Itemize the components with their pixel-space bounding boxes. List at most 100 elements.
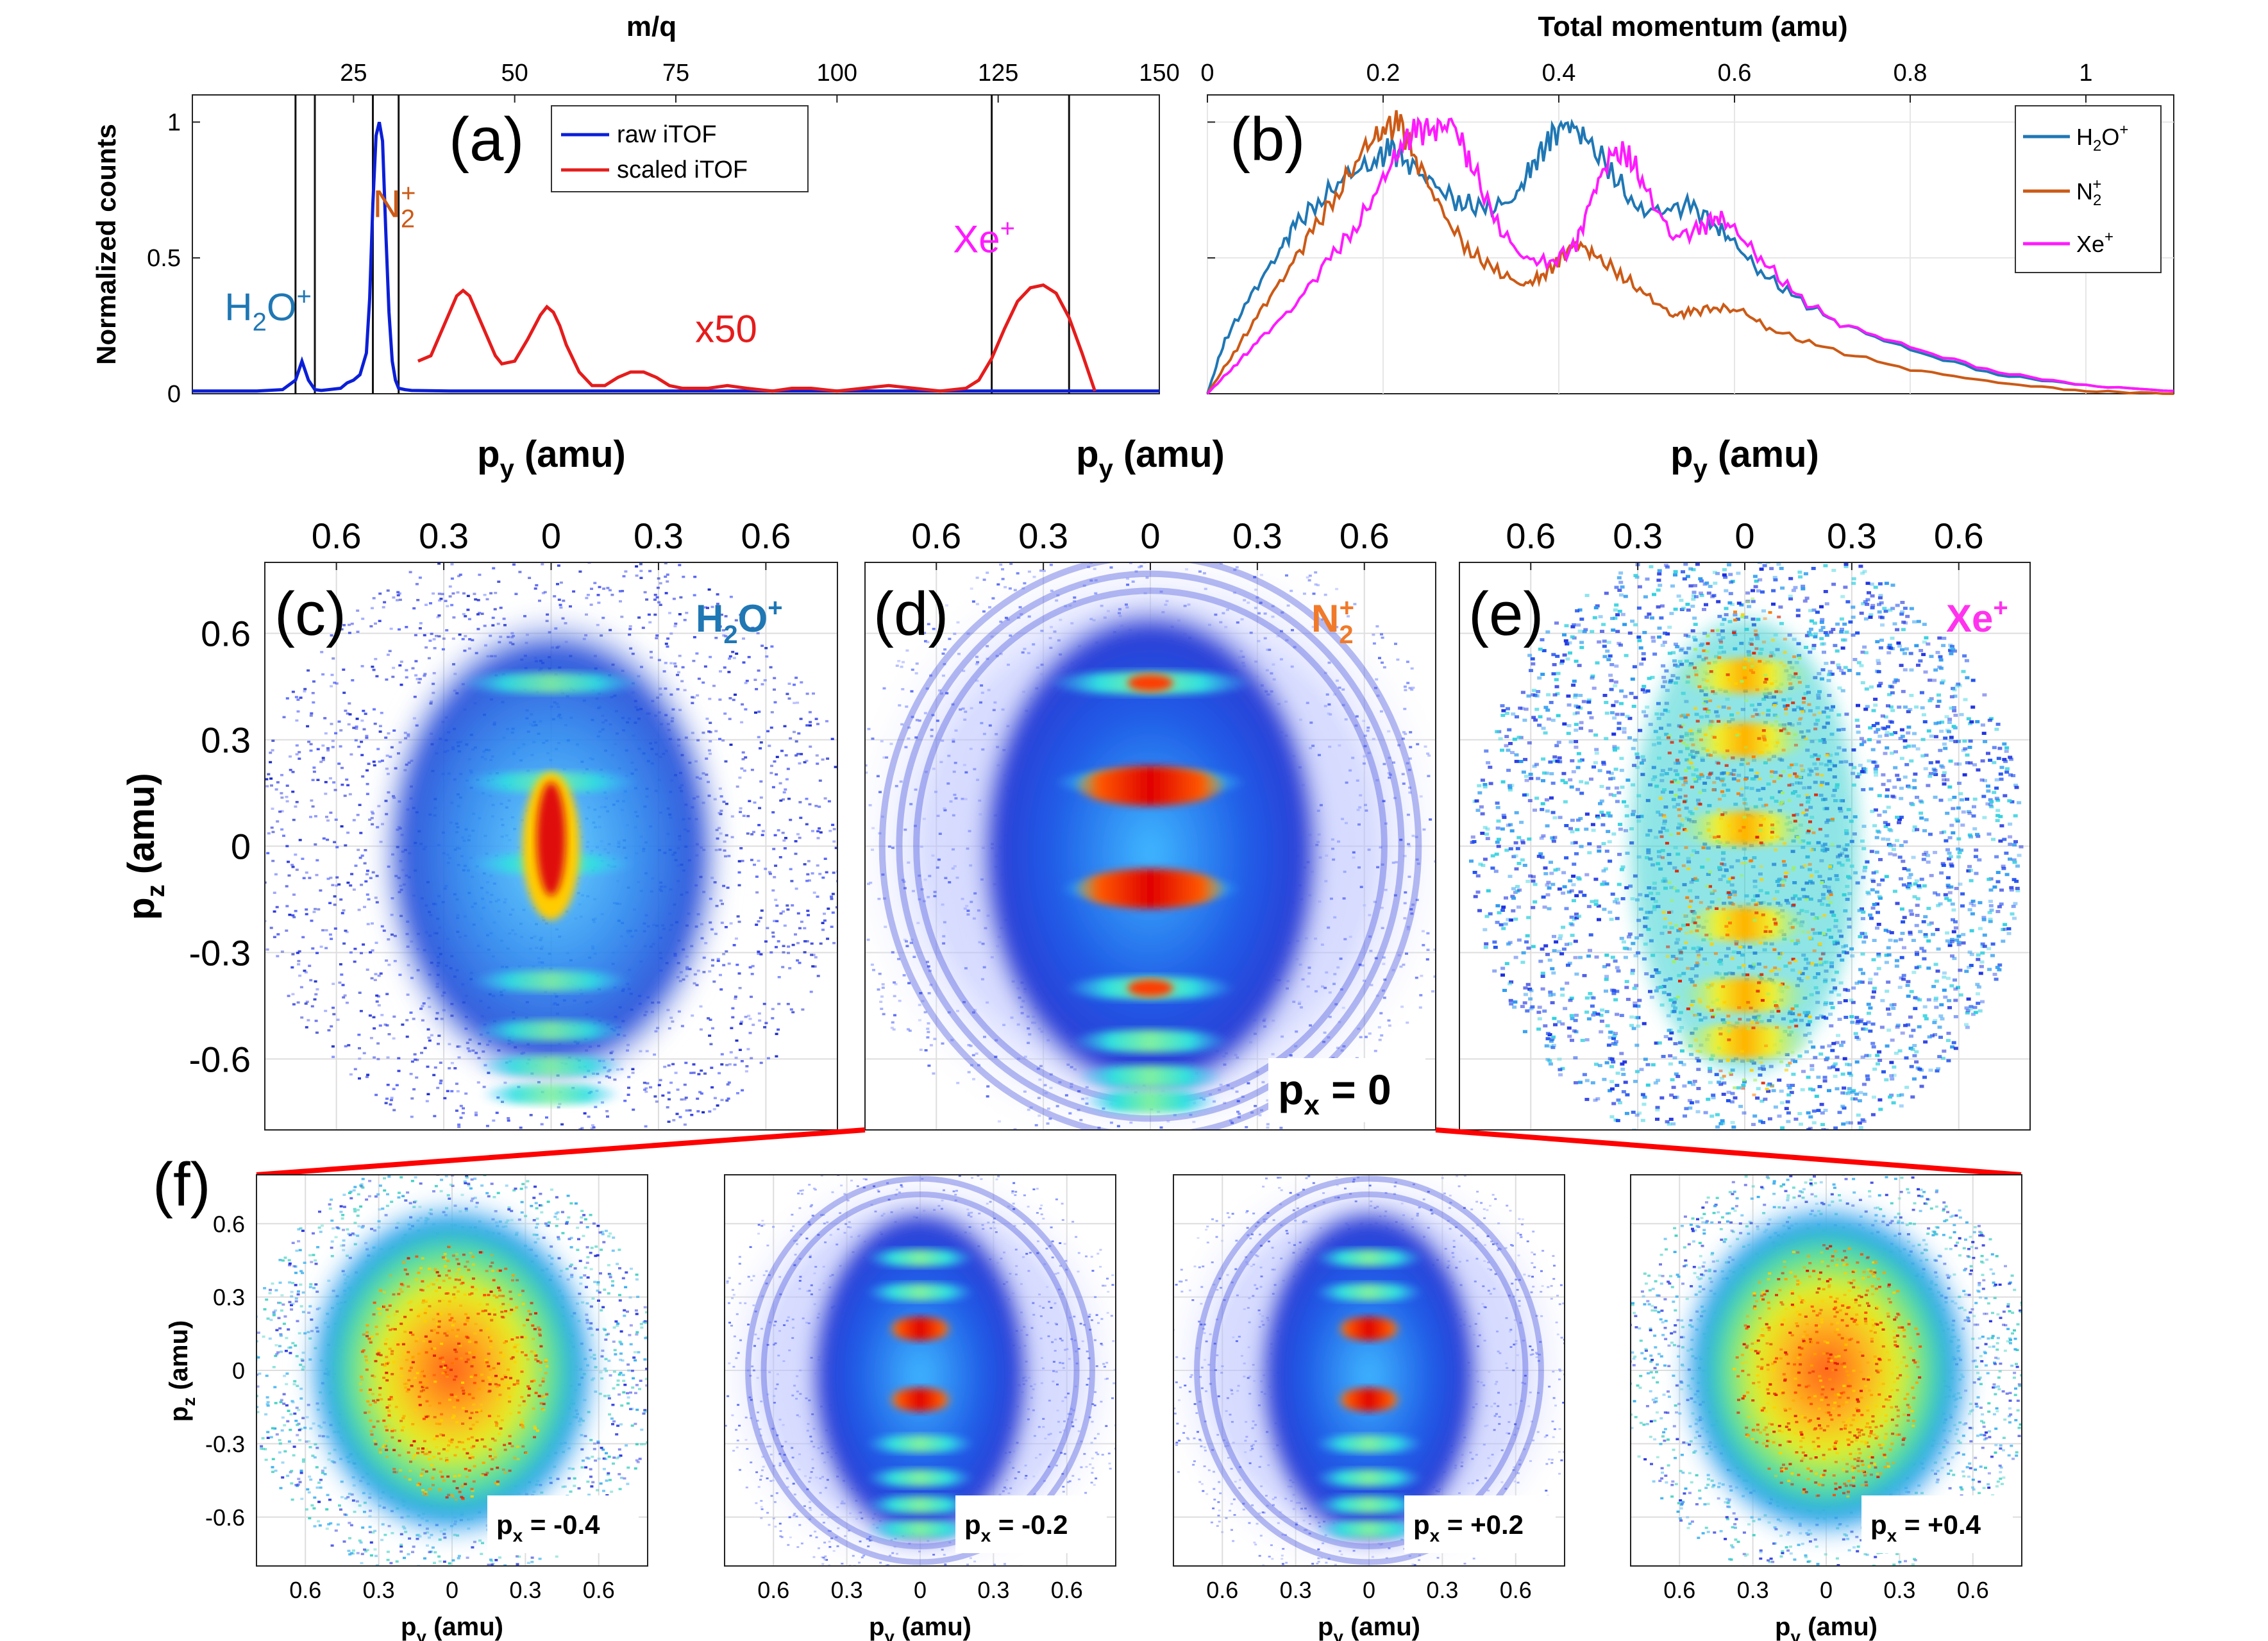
speckle xyxy=(1887,643,1892,647)
speckle xyxy=(1223,1102,1227,1104)
speckle xyxy=(1556,741,1561,744)
speckle xyxy=(1125,1131,1128,1133)
speckle xyxy=(803,927,807,930)
speckle xyxy=(1069,1137,1072,1140)
speckle xyxy=(936,866,939,869)
speckle xyxy=(1983,778,1987,782)
speckle xyxy=(1579,646,1584,650)
speckle xyxy=(799,718,803,720)
speckle xyxy=(1950,644,1954,648)
speckle xyxy=(782,839,786,842)
speckle xyxy=(364,712,367,715)
speckle xyxy=(1797,1112,1802,1115)
speckle xyxy=(1447,790,1450,793)
speckle xyxy=(367,898,371,901)
speckle xyxy=(738,1048,742,1051)
speckle xyxy=(1184,551,1187,553)
speckle xyxy=(1622,730,1627,734)
speckle xyxy=(1899,757,1904,761)
speckle xyxy=(1020,613,1023,616)
speckle xyxy=(1272,1133,1275,1136)
speckle xyxy=(2013,814,2018,818)
speckle xyxy=(1962,654,1967,658)
speckle xyxy=(309,743,313,746)
speckle xyxy=(643,1088,646,1091)
speckle xyxy=(1933,668,1938,672)
speckle xyxy=(333,841,337,843)
speckle xyxy=(1912,778,1917,782)
speckle xyxy=(621,589,625,593)
speckle xyxy=(2017,801,2022,805)
speckle xyxy=(426,1065,430,1068)
speckle xyxy=(1241,1095,1245,1098)
speckle xyxy=(764,646,768,650)
speckle xyxy=(329,877,333,879)
speckle xyxy=(399,684,403,686)
speckle xyxy=(775,920,779,923)
speckle xyxy=(752,830,755,834)
speckle xyxy=(1951,831,1956,835)
speckle xyxy=(744,708,748,711)
speckle xyxy=(667,1064,671,1067)
speckle xyxy=(910,938,914,941)
speckle xyxy=(911,716,914,718)
speckle xyxy=(771,931,775,934)
speckle xyxy=(653,613,657,616)
speckle xyxy=(1650,675,1655,679)
speckle xyxy=(330,938,333,940)
speckle xyxy=(1223,1152,1227,1155)
speckle xyxy=(871,827,875,830)
speckle xyxy=(1624,986,1629,989)
speckle xyxy=(897,957,900,961)
speckle xyxy=(562,1140,566,1143)
speckle xyxy=(437,562,441,565)
speckle xyxy=(1081,1097,1085,1100)
speckle xyxy=(373,764,376,767)
speckle xyxy=(1037,1115,1041,1117)
speckle xyxy=(614,1132,617,1135)
speckle xyxy=(693,594,696,596)
speckle xyxy=(382,606,385,609)
speckle xyxy=(1999,777,2004,781)
speckle xyxy=(728,1063,732,1066)
speckle xyxy=(349,884,353,887)
speckle xyxy=(1559,661,1564,665)
speckle xyxy=(1861,602,1866,605)
speckle xyxy=(1314,571,1318,574)
speckle xyxy=(674,1072,678,1074)
speckle xyxy=(1533,808,1537,812)
speckle xyxy=(1531,905,1536,909)
speckle xyxy=(678,655,682,657)
speckle xyxy=(734,693,737,696)
speckle xyxy=(405,1019,409,1022)
speckle xyxy=(358,1057,362,1060)
speckle xyxy=(1328,1016,1332,1018)
speckle xyxy=(1329,897,1333,900)
speckle xyxy=(350,623,354,625)
speckle xyxy=(347,1044,351,1047)
speckle xyxy=(312,701,315,704)
speckle xyxy=(930,735,934,737)
speckle xyxy=(1648,989,1652,993)
speckle xyxy=(744,1016,748,1018)
speckle xyxy=(1325,971,1329,974)
speckle xyxy=(1118,532,1121,535)
speckle xyxy=(1238,1113,1241,1115)
speckle xyxy=(1382,800,1386,802)
speckle xyxy=(1883,609,1888,613)
speckle xyxy=(1523,993,1528,997)
speckle xyxy=(1943,746,1948,750)
speckle xyxy=(1875,926,1879,930)
speckle xyxy=(1952,688,1957,692)
speckle xyxy=(410,1060,414,1063)
speckle xyxy=(1572,712,1577,716)
speckle xyxy=(541,563,544,566)
speckle xyxy=(332,781,336,784)
speckle xyxy=(1730,603,1735,606)
speckle xyxy=(881,986,885,989)
speckle xyxy=(1954,938,1959,942)
speckle xyxy=(1592,686,1597,690)
speckle xyxy=(466,609,470,611)
speckle xyxy=(1508,784,1513,787)
speckle xyxy=(1420,975,1424,977)
